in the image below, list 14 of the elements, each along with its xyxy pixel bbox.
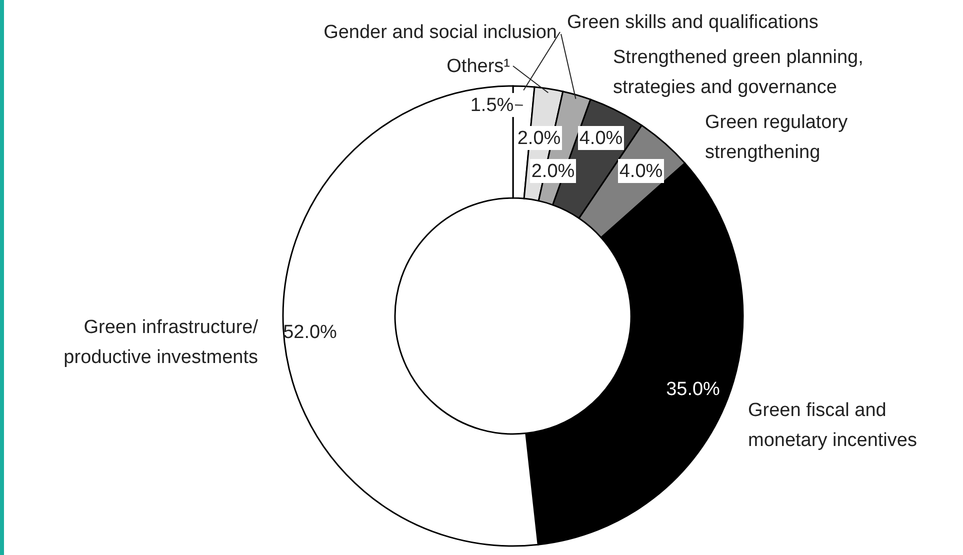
slice-label: Green regulatory strengthening — [705, 112, 848, 163]
data-label: 52.0% — [283, 322, 338, 343]
data-label: 4.0% — [579, 128, 623, 149]
data-label: 35.0% — [666, 379, 720, 400]
slice-label: Green infrastructure/ productive investments — [64, 317, 259, 368]
slice-label: Strengthened green planning, strategies and governance — [613, 47, 864, 98]
data-label: 1.5% — [470, 95, 514, 116]
data-label: 2.0% — [531, 161, 575, 182]
data-label: 4.0% — [619, 161, 663, 182]
slice-label: Green fiscal and monetary incentives — [748, 400, 917, 451]
slice-label: Others¹ — [446, 56, 510, 77]
data-label: 2.0% — [517, 128, 561, 149]
slice-label: Green skills and qualifications — [567, 12, 818, 33]
slice-label: Gender and social inclusion — [324, 22, 557, 43]
